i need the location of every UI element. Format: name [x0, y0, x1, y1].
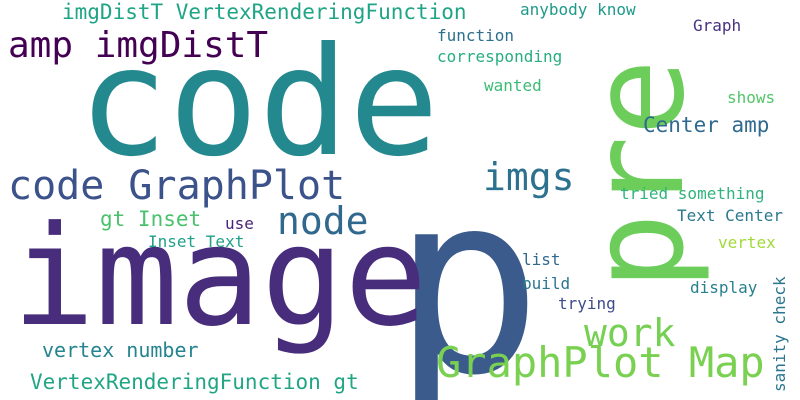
- word-tried-something: tried something: [620, 186, 765, 202]
- word-shows: shows: [727, 90, 775, 106]
- word-function: function: [437, 28, 514, 44]
- word-amp-imgdistt: amp imgDistT: [8, 28, 268, 64]
- word-vertex-number: vertex number: [42, 340, 199, 360]
- word-inset-text: Inset Text: [148, 234, 244, 250]
- word-gt-inset: gt Inset: [100, 209, 201, 230]
- word-imgdistt-vertexrenderingfunction: imgDistT VertexRenderingFunction: [62, 2, 467, 23]
- word-wanted: wanted: [484, 78, 542, 94]
- word-display: display: [690, 280, 757, 296]
- word-trying: trying: [558, 296, 616, 312]
- word-node: node: [277, 202, 369, 240]
- word-imgs: imgs: [483, 158, 575, 196]
- word-vertex: vertex: [718, 235, 776, 251]
- word-build: build: [522, 276, 570, 292]
- word-work: work: [584, 314, 676, 352]
- word-anybody-know: anybody know: [520, 2, 636, 18]
- word-center-amp: Center amp: [643, 115, 769, 136]
- word-corresponding: corresponding: [437, 49, 562, 65]
- word-sanity-check: sanity check: [772, 276, 788, 392]
- word-list: list: [522, 252, 561, 268]
- word-graph: Graph: [693, 18, 741, 34]
- word-vertexrenderingfunction-gt: VertexRenderingFunction gt: [30, 372, 359, 393]
- word-use: use: [225, 216, 254, 232]
- word-text-center: Text Center: [677, 208, 783, 224]
- word-pre: pre: [575, 59, 703, 290]
